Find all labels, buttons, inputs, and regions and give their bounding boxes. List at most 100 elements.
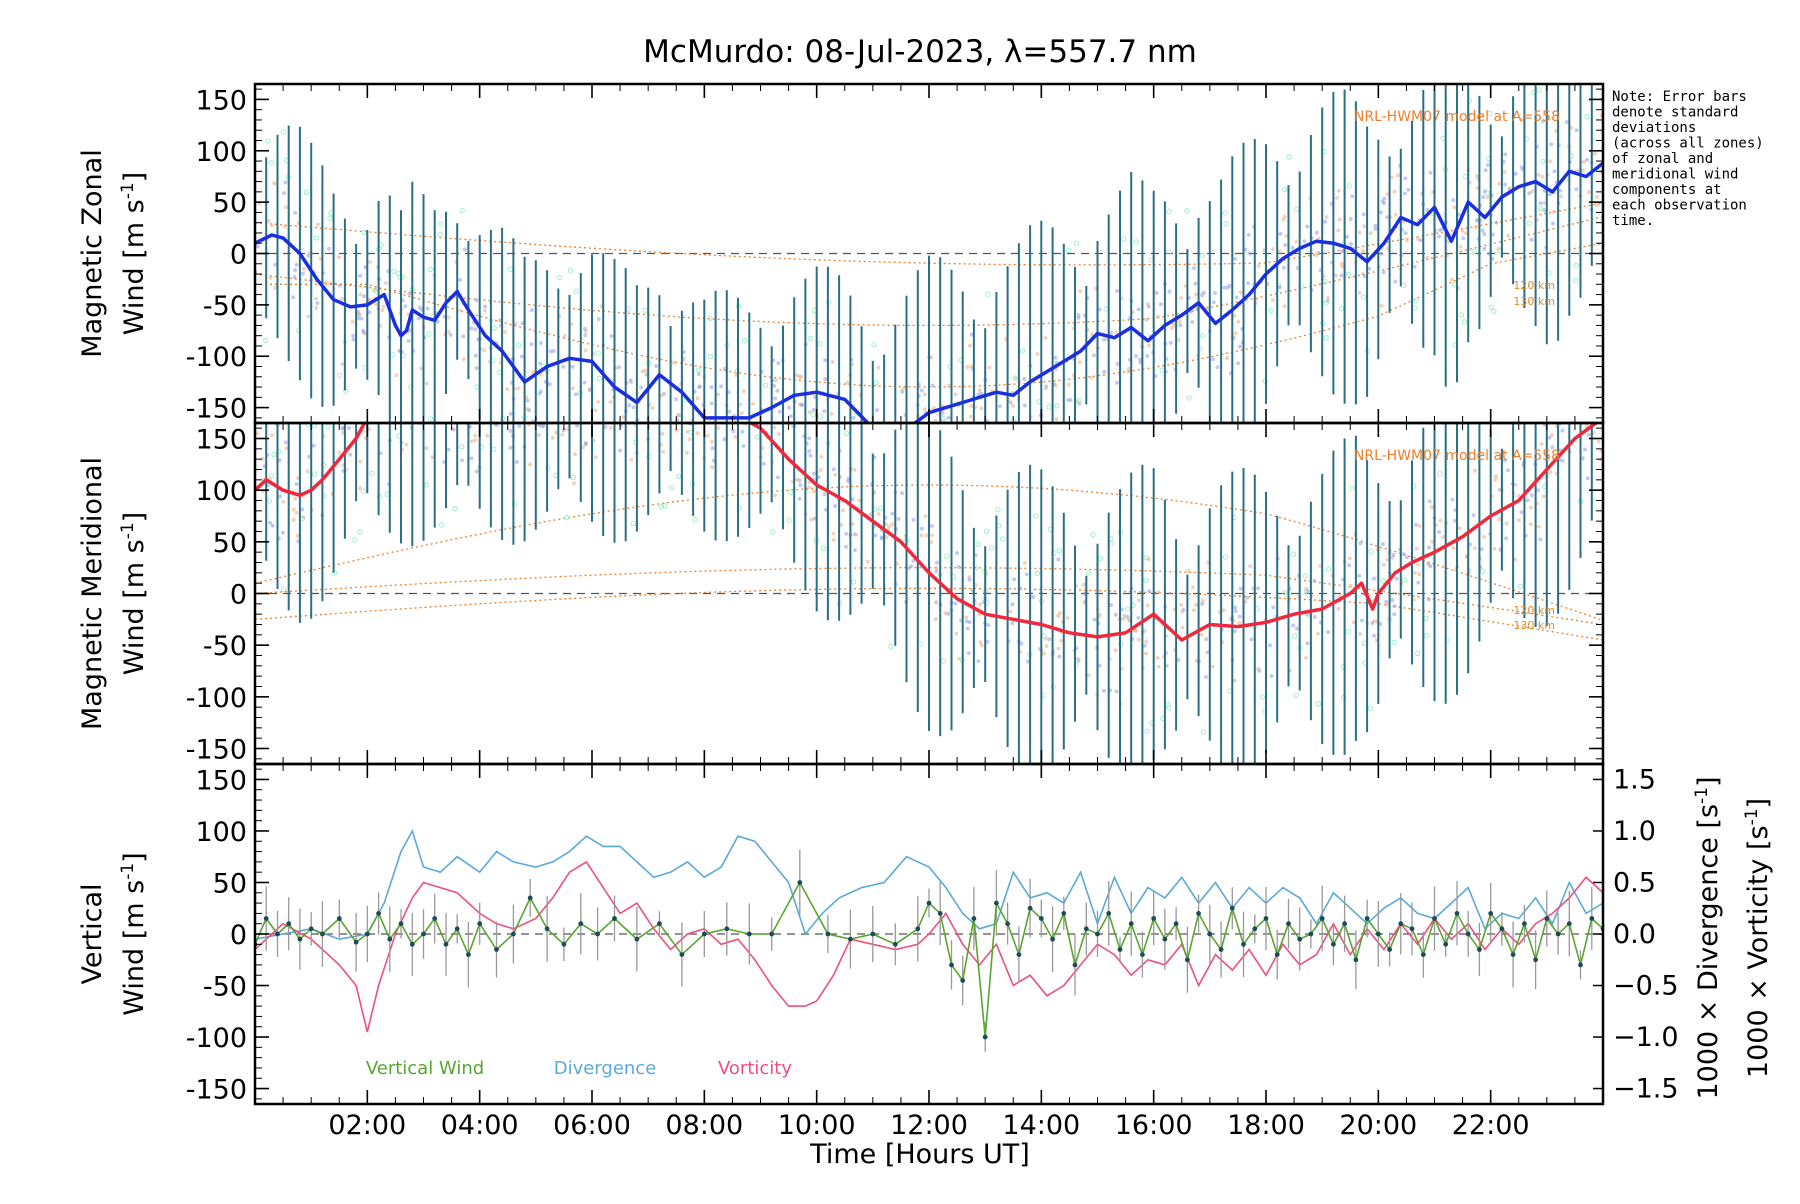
model-altitude-label: 120 km xyxy=(1513,604,1555,617)
scatter-point xyxy=(672,360,677,365)
scatter-point xyxy=(1176,337,1181,342)
scatter-point xyxy=(358,459,362,464)
vertical-wind-point xyxy=(1162,936,1168,942)
scatter-point xyxy=(1169,326,1174,331)
vertical-wind-point xyxy=(1387,947,1392,952)
scatter-point xyxy=(273,286,278,290)
scatter-point xyxy=(1358,631,1363,636)
scatter-point xyxy=(1528,522,1533,527)
scatter-point xyxy=(1430,505,1434,510)
scatter-point xyxy=(967,577,972,582)
note-line: deviations xyxy=(1612,120,1696,136)
scatter-point xyxy=(1236,361,1241,366)
scatter-point xyxy=(1238,344,1242,349)
scatter-point xyxy=(1402,191,1407,196)
vertical-wind-point xyxy=(1274,952,1280,957)
scatter-point xyxy=(474,469,479,474)
scatter-point xyxy=(564,514,570,521)
scatter-point xyxy=(446,447,451,452)
scatter-point xyxy=(819,455,824,459)
scatter-point xyxy=(1179,296,1183,300)
scatter-point xyxy=(1227,283,1232,288)
y-tick-label: 100 xyxy=(195,137,247,168)
scatter-point xyxy=(1427,499,1432,504)
scatter-point xyxy=(1066,382,1071,387)
scatter-point xyxy=(1078,289,1083,294)
scatter-point xyxy=(1012,375,1018,381)
scatter-point xyxy=(956,564,961,569)
plot-area-vertical xyxy=(255,828,1603,1052)
vertical-wind-point xyxy=(1196,911,1201,916)
x-tick-label: 18:00 xyxy=(1227,1110,1305,1141)
scatter-point xyxy=(1423,632,1430,639)
scatter-point xyxy=(1502,170,1507,175)
scatter-point xyxy=(1155,655,1160,660)
scatter-point xyxy=(1537,205,1544,212)
right-axis-label-divergence: 1000 × Divergence [s-1] xyxy=(1692,776,1724,1099)
scatter-point xyxy=(1449,277,1454,282)
vertical-wind-point xyxy=(1555,931,1561,937)
scatter-point xyxy=(1337,217,1342,222)
scatter-point xyxy=(1517,583,1524,590)
scatter-point xyxy=(485,433,490,438)
scatter-point xyxy=(896,516,901,521)
scatter-point xyxy=(482,308,487,313)
scatter-point xyxy=(1324,215,1329,220)
scatter-point xyxy=(538,361,543,366)
scatter-point xyxy=(1144,728,1150,735)
scatter-point xyxy=(696,372,701,377)
scatter-point xyxy=(776,432,781,437)
scatter-point xyxy=(337,450,342,455)
scatter-point xyxy=(529,308,534,313)
scatter-point xyxy=(1560,428,1565,433)
scatter-point xyxy=(716,426,720,431)
scatter-point xyxy=(303,189,310,196)
scatter-point xyxy=(1551,209,1556,214)
right-y-tick-label: −1.0 xyxy=(1613,1022,1679,1053)
scatter-point xyxy=(1347,563,1352,568)
scatter-point xyxy=(1113,612,1118,617)
scatter-point xyxy=(1385,215,1390,220)
scatter-point xyxy=(1236,319,1241,324)
y-tick-label: 0 xyxy=(230,240,247,271)
y-axis-label-text: Wind [m s xyxy=(119,539,150,675)
scatter-point xyxy=(705,433,710,438)
scatter-point xyxy=(1549,433,1554,438)
scatter-point xyxy=(448,332,453,337)
scatter-point xyxy=(1290,551,1297,557)
scatter-point xyxy=(1540,158,1546,165)
right-y-tick-label: 1.0 xyxy=(1613,816,1656,847)
scatter-point xyxy=(1076,315,1081,320)
scatter-point xyxy=(1482,232,1487,237)
scatter-point xyxy=(639,385,644,390)
scatter-point xyxy=(1232,313,1237,318)
scatter-point xyxy=(676,413,681,418)
vertical-wind-point xyxy=(701,931,707,937)
scatter-point xyxy=(1519,117,1524,122)
scatter-point xyxy=(511,501,518,507)
scatter-point xyxy=(738,402,743,407)
scatter-point xyxy=(1102,337,1107,342)
scatter-point xyxy=(1538,537,1543,542)
scatter-point xyxy=(773,396,778,401)
scatter-point xyxy=(1394,576,1399,581)
scatter-point xyxy=(1136,637,1141,642)
scatter-point xyxy=(773,378,778,383)
scatter-point xyxy=(833,472,838,477)
scatter-point xyxy=(1335,195,1339,200)
scatter-point xyxy=(469,439,474,444)
scatter-point xyxy=(428,416,434,422)
vertical-wind-point xyxy=(915,926,921,932)
scatter-point xyxy=(461,357,466,362)
scatter-point xyxy=(741,444,746,449)
scatter-point xyxy=(452,505,458,512)
scatter-point xyxy=(295,533,300,538)
scatter-point xyxy=(1323,335,1330,341)
scatter-point xyxy=(1380,542,1385,546)
scatter-point xyxy=(643,368,648,373)
scatter-point xyxy=(1569,125,1574,130)
scatter-point xyxy=(727,409,732,414)
scatter-point xyxy=(570,474,576,480)
scatter-point xyxy=(1551,221,1555,226)
scatter-point xyxy=(1560,458,1565,463)
